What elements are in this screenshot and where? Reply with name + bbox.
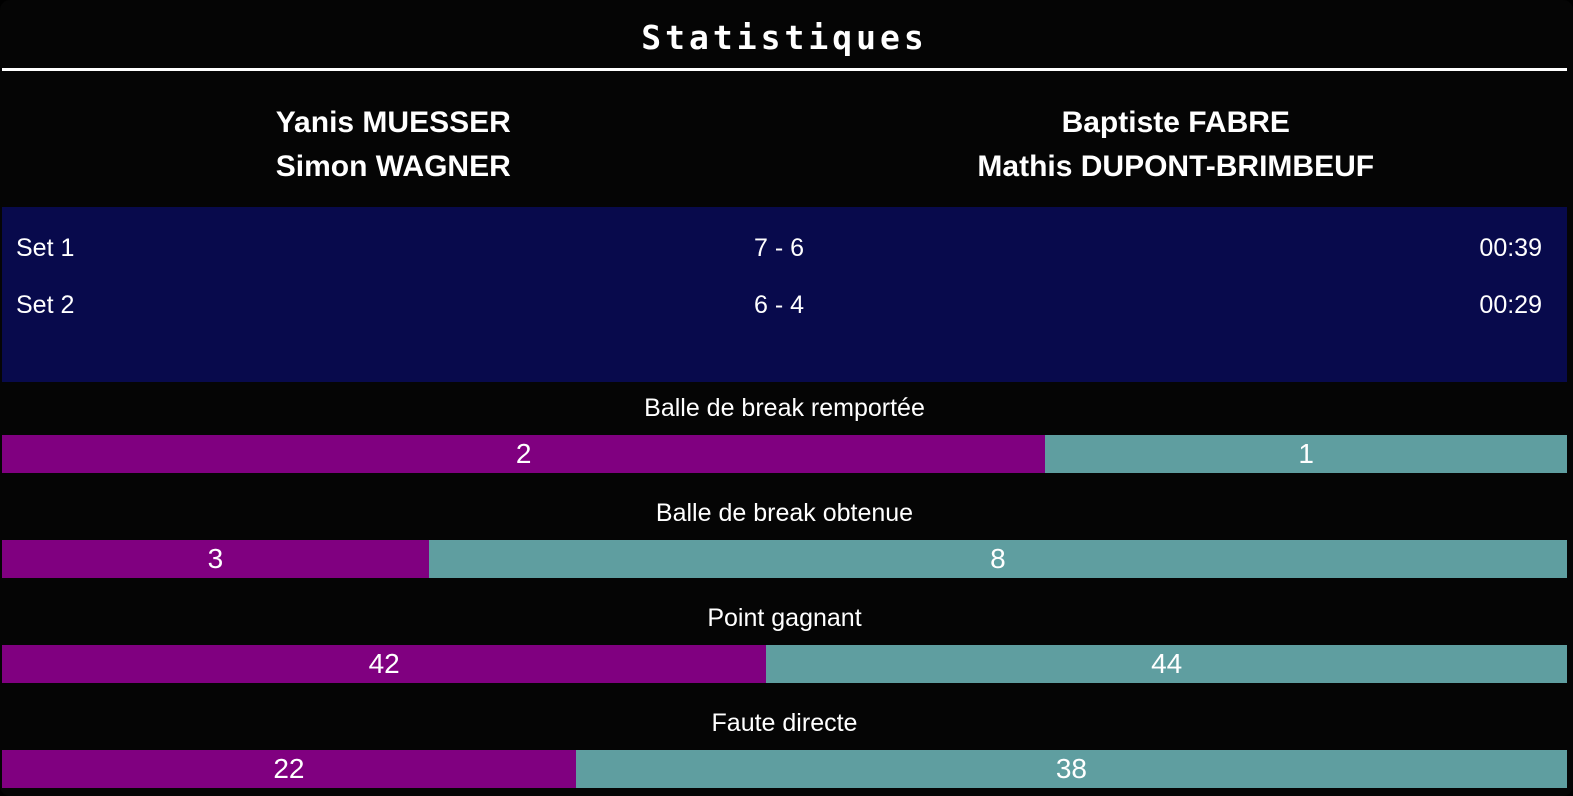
set-duration: 00:39 — [1479, 234, 1542, 262]
set-label: Set 1 — [16, 234, 75, 262]
set-duration: 00:29 — [1479, 291, 1542, 319]
stat-bar: 3 8 — [2, 540, 1567, 578]
stat-value-right: 8 — [990, 543, 1006, 574]
team-right-player1: Baptiste FABRE — [1061, 106, 1290, 139]
set-label: Set 2 — [16, 291, 75, 319]
stat-value-left: 3 — [207, 543, 224, 574]
stat-group: Point gagnant 42 44 — [2, 592, 1567, 683]
stat-value-right: 44 — [1151, 648, 1183, 679]
stat-group: Faute directe 22 38 — [2, 697, 1567, 788]
title-divider — [2, 68, 1567, 71]
stat-bar-right-segment: 8 — [428, 540, 1567, 578]
stat-value-right: 1 — [1298, 438, 1314, 469]
stat-group: Balle de break obtenue 3 8 — [2, 487, 1567, 578]
stat-label: Balle de break obtenue — [655, 499, 914, 527]
stat-label: Point gagnant — [707, 604, 862, 632]
team-left: Yanis MUESSER Simon WAGNER — [2, 101, 785, 189]
stat-bar: 22 38 — [2, 750, 1567, 788]
stat-bar-right-segment: 44 — [766, 645, 1567, 683]
set-row: Set 1 7 - 6 00:39 — [2, 220, 1567, 277]
team-right: Baptiste FABRE Mathis DUPONT-BRIMBEUF — [785, 101, 1568, 189]
stat-value-left: 22 — [273, 753, 305, 784]
stat-bar-right-segment: 38 — [575, 750, 1567, 788]
stat-group: Balle de break remportée 2 1 — [2, 382, 1567, 473]
team-left-player1: Yanis MUESSER — [275, 106, 511, 139]
sets-panel: Set 1 7 - 6 00:39 Set 2 6 - 4 00:29 — [2, 207, 1567, 382]
stat-label: Balle de break remportée — [644, 394, 925, 422]
stat-value-left: 2 — [515, 438, 532, 469]
page-title: Statistiques — [641, 18, 928, 57]
teams-header: Yanis MUESSER Simon WAGNER Baptiste FABR… — [2, 71, 1567, 189]
stat-bar-left-segment: 42 — [2, 645, 767, 683]
stat-label: Faute directe — [711, 709, 858, 737]
set-score: 6 - 4 — [753, 291, 804, 319]
stat-bar-right-segment: 1 — [1045, 435, 1567, 473]
stat-bar-left-segment: 2 — [2, 435, 1046, 473]
stats-section: Balle de break remportée 2 1 Balle de br… — [2, 382, 1567, 788]
stat-bar-left-segment: 3 — [2, 540, 429, 578]
team-left-player2: Simon WAGNER — [275, 150, 511, 183]
team-right-player2: Mathis DUPONT-BRIMBEUF — [977, 150, 1375, 183]
set-score: 7 - 6 — [753, 234, 804, 262]
stat-bar-left-segment: 22 — [2, 750, 576, 788]
stat-bar: 2 1 — [2, 435, 1567, 473]
set-row: Set 2 6 - 4 00:29 — [2, 277, 1567, 334]
stat-value-left: 42 — [368, 648, 400, 679]
stat-value-right: 38 — [1055, 753, 1087, 784]
stat-bar: 42 44 — [2, 645, 1567, 683]
